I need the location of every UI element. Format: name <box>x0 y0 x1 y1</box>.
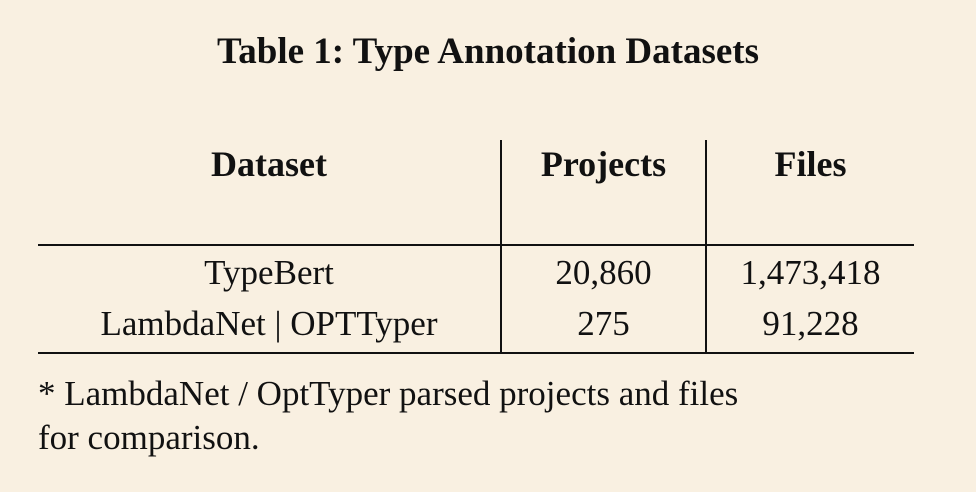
table-cell: 1,473,418 <box>740 253 881 292</box>
table-caption: Table 1: Type Annotation Datasets <box>216 31 760 72</box>
column-divider <box>500 140 502 354</box>
column-divider <box>705 140 707 354</box>
bottom-rule <box>38 352 914 354</box>
table-cell: 275 <box>577 304 630 343</box>
footnote-line: for comparison. <box>38 418 260 457</box>
table-cell: TypeBert <box>204 253 334 292</box>
table-cell: LambdaNet | OPTTyper <box>100 304 438 343</box>
table-footnote: * LambdaNet / OptTyper parsed projects a… <box>38 372 938 460</box>
header-rule <box>38 244 914 246</box>
header-projects: Projects <box>540 144 667 184</box>
footnote-line: * LambdaNet / OptTyper parsed projects a… <box>38 374 739 413</box>
header-dataset: Dataset <box>211 144 327 184</box>
table-cell: 20,860 <box>555 253 652 292</box>
datasets-table: Dataset Projects Files TypeBert 20,860 1… <box>38 140 914 354</box>
table-cell: 91,228 <box>762 304 859 343</box>
header-files: Files <box>774 144 847 184</box>
